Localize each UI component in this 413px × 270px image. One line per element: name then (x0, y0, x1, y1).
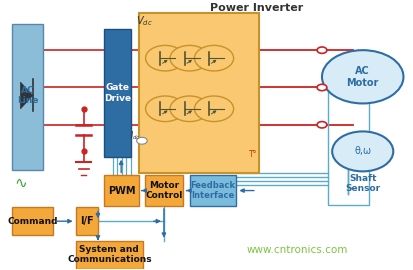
Text: System and
Communications: System and Communications (67, 245, 152, 264)
FancyBboxPatch shape (76, 207, 98, 235)
Circle shape (195, 45, 234, 71)
Text: Motor
Control: Motor Control (145, 181, 183, 200)
Text: Power Inverter: Power Inverter (210, 2, 304, 13)
Text: V$_{dc}$: V$_{dc}$ (136, 14, 153, 28)
Circle shape (317, 122, 327, 128)
Polygon shape (21, 82, 33, 109)
FancyBboxPatch shape (104, 29, 131, 157)
Circle shape (322, 50, 404, 103)
Text: www.cntronics.com: www.cntronics.com (247, 245, 348, 255)
Text: Command: Command (7, 217, 58, 226)
Text: I/F: I/F (80, 216, 93, 226)
Text: θ,ω: θ,ω (354, 146, 371, 156)
Circle shape (317, 47, 327, 53)
Text: PWM: PWM (108, 185, 135, 195)
Text: Feedback
Interface: Feedback Interface (190, 181, 235, 200)
Text: T°: T° (249, 150, 257, 158)
FancyBboxPatch shape (12, 207, 53, 235)
FancyBboxPatch shape (139, 13, 259, 173)
FancyBboxPatch shape (104, 176, 139, 206)
FancyBboxPatch shape (190, 176, 236, 206)
FancyBboxPatch shape (76, 241, 143, 269)
Circle shape (170, 96, 209, 122)
Text: AC
Line: AC Line (17, 86, 38, 105)
Text: AC
Motor: AC Motor (347, 66, 379, 88)
Circle shape (146, 45, 185, 71)
FancyBboxPatch shape (145, 176, 183, 206)
Circle shape (195, 96, 234, 122)
Circle shape (146, 96, 185, 122)
FancyBboxPatch shape (12, 23, 43, 170)
Circle shape (317, 84, 327, 91)
Circle shape (137, 137, 147, 144)
Text: Shaft
Sensor: Shaft Sensor (345, 174, 380, 193)
Text: ∿: ∿ (14, 176, 27, 191)
Circle shape (170, 45, 209, 71)
Text: I$_{dc}$: I$_{dc}$ (130, 129, 141, 142)
Circle shape (332, 131, 393, 171)
Text: Gate
Drive: Gate Drive (104, 83, 131, 103)
